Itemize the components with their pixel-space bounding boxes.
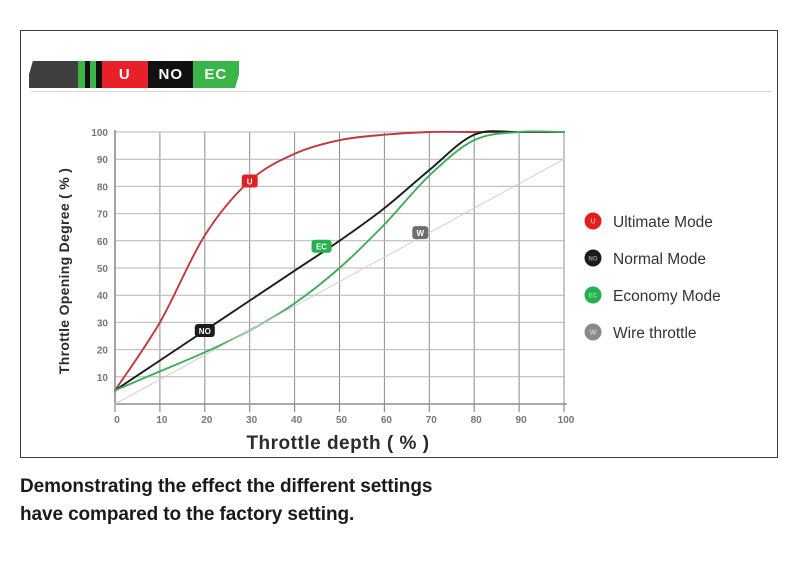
- x-tick-label: 100: [558, 415, 575, 426]
- badge-background: [311, 239, 332, 253]
- badge-label: NO: [199, 327, 211, 336]
- chart-curves: [114, 130, 565, 405]
- x-tick-label: 60: [381, 415, 393, 426]
- legend-marker-glyph: U: [590, 219, 595, 226]
- point-badge-w: W: [412, 226, 429, 240]
- x-tick-label: 90: [516, 415, 528, 426]
- x-tick-label: 30: [246, 415, 258, 426]
- chart-axis-lines: [114, 130, 567, 405]
- curve-normal-mode: [114, 130, 565, 392]
- x-tick-label: 10: [156, 415, 168, 426]
- x-tick-label: 20: [201, 415, 213, 426]
- legend-marker-glyph: W: [590, 330, 597, 337]
- curve-wire-throttle: [114, 158, 565, 405]
- chart-y-tick-labels: 10 20 30 40 50 60 70 80 90 100: [91, 128, 108, 384]
- legend-marker-ec-icon: [584, 286, 602, 304]
- y-tick-label: 30: [97, 318, 109, 329]
- y-tick-label: 50: [97, 264, 109, 275]
- legend-wire-throttle[interactable]: W Wire throttle: [584, 323, 697, 343]
- badge-background: [412, 226, 429, 240]
- point-badge-u: U: [241, 174, 258, 188]
- figure-card: U NO EC 10 20 30 40 50 60 70 80 90 100 0 10 20 30 40 5…: [20, 30, 778, 458]
- y-tick-label: 80: [97, 182, 109, 193]
- x-tick-label: 0: [114, 415, 120, 426]
- x-tick-label: 70: [426, 415, 438, 426]
- x-tick-label: 50: [336, 415, 348, 426]
- chart-x-tick-labels: 0 10 20 30 40 50 60 70 80 90 100: [114, 415, 575, 426]
- legend-marker-w-icon: [584, 323, 602, 341]
- y-tick-label: 100: [91, 128, 108, 139]
- point-badge-ec: EC: [311, 239, 332, 253]
- y-tick-label: 20: [97, 346, 109, 357]
- badge-background: [241, 174, 258, 188]
- point-badge-no: NO: [194, 324, 215, 338]
- badge-label: W: [417, 229, 425, 238]
- legend-ultimate-mode[interactable]: U Ultimate Mode: [584, 212, 713, 232]
- legend-label: Normal Mode: [613, 251, 706, 268]
- legend-economy-mode[interactable]: EC Economy Mode: [584, 286, 721, 306]
- throttle-response-chart: 10 20 30 40 50 60 70 80 90 100 0 10 20 30 40 50 60 70 80 9…: [56, 128, 721, 454]
- legend-marker-u-icon: [584, 212, 602, 230]
- legend-marker-no-icon: [584, 249, 602, 267]
- legend-marker-glyph: EC: [589, 294, 598, 300]
- badge-background: [194, 324, 215, 338]
- figure-caption: Demonstrating the effect the different s…: [20, 473, 620, 528]
- chart-point-badges: U NO EC W: [194, 174, 429, 338]
- badge-label: U: [247, 177, 253, 186]
- badge-label: EC: [316, 243, 327, 252]
- caption-line-2: have compared to the factory setting.: [20, 503, 355, 525]
- legend-label: Ultimate Mode: [613, 214, 713, 231]
- chart-x-tick-marks: [114, 404, 565, 412]
- chart-legend: U Ultimate Mode NO Normal Mode EC Economy Mod…: [584, 212, 721, 343]
- x-tick-label: 40: [291, 415, 303, 426]
- legend-normal-mode[interactable]: NO Normal Mode: [584, 249, 707, 269]
- legend-label: Economy Mode: [613, 288, 721, 305]
- y-tick-label: 90: [97, 155, 109, 166]
- x-axis-title: Throttle depth ( % ): [246, 433, 429, 454]
- y-tick-label: 10: [97, 373, 109, 384]
- legend-label: Wire throttle: [613, 325, 697, 342]
- chart-plot-area: 10 20 30 40 50 60 70 80 90 100 0 10 20 30 40 50 60 70 80 9…: [21, 31, 779, 459]
- curve-economy-mode: [114, 130, 565, 392]
- y-tick-label: 60: [97, 237, 109, 248]
- legend-marker-glyph: NO: [589, 257, 598, 263]
- caption-line-1: Demonstrating the effect the different s…: [20, 476, 433, 497]
- banner-underline: [31, 91, 771, 92]
- x-tick-label: 80: [471, 415, 483, 426]
- chart-gridlines: [115, 131, 565, 404]
- y-tick-label: 70: [97, 210, 109, 221]
- y-tick-label: 40: [97, 291, 109, 302]
- y-axis-title: Throttle Opening Degree ( % ): [56, 168, 72, 374]
